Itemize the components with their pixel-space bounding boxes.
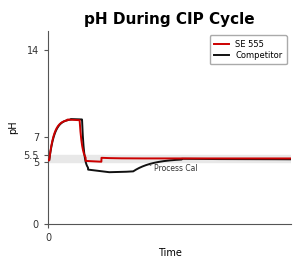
Y-axis label: pH: pH [8,121,18,134]
Text: Process Cal: Process Cal [150,165,197,173]
X-axis label: Time: Time [158,248,182,258]
Legend: SE 555, Competitor: SE 555, Competitor [210,35,287,64]
Bar [48,155,291,161]
Title: pH During CIP Cycle: pH During CIP Cycle [84,12,255,27]
